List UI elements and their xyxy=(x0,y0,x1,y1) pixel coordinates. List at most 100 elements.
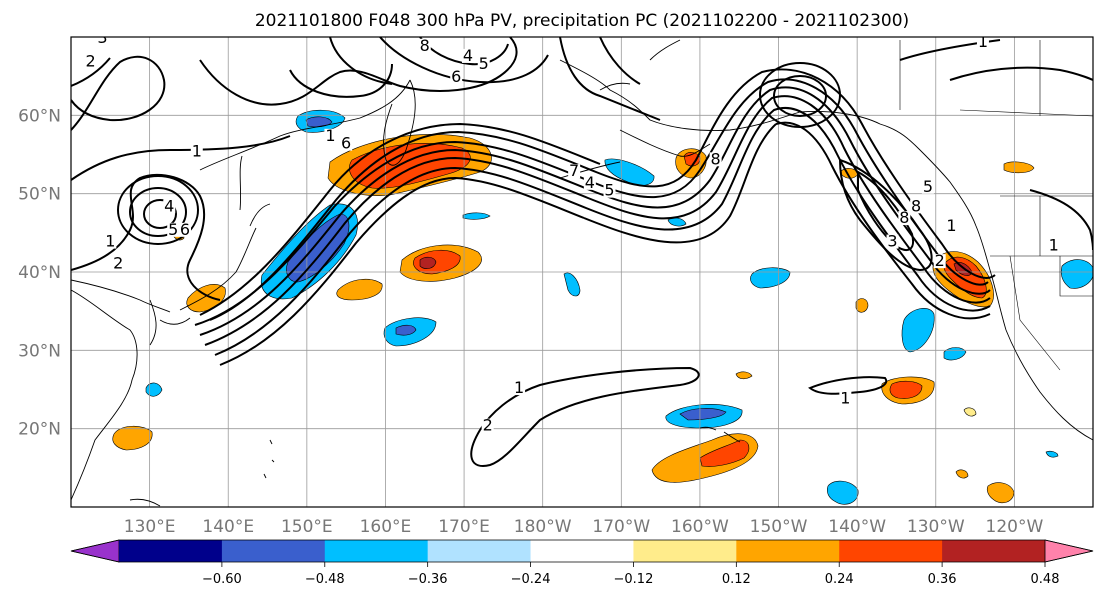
contour-label-bg xyxy=(324,128,337,143)
longitude-label: 170°E xyxy=(438,517,490,537)
contour-label: 7 xyxy=(569,161,579,180)
contour-label: 1 xyxy=(1049,236,1059,255)
precip-anomaly-positive xyxy=(112,425,153,451)
colorbar-label: −0.48 xyxy=(305,572,345,587)
contour-label: 5 xyxy=(479,54,489,73)
pv-contours xyxy=(71,37,1093,467)
longitude-label: 150°E xyxy=(281,517,333,537)
contour-label: 8 xyxy=(911,196,921,215)
precip-anomaly-negative xyxy=(305,116,333,128)
contour-label-bg xyxy=(477,56,490,71)
colorbar-label: 0.48 xyxy=(1031,572,1060,587)
contour-label: 6 xyxy=(451,67,461,86)
precip-anomaly-negative xyxy=(679,408,727,421)
colorbar-segment xyxy=(221,540,326,562)
longitude-labels: 130°E 140°E 150°E 160°E 170°E 180°W 170°W 160°W… xyxy=(124,517,1044,537)
longitude-label: 140°W xyxy=(828,517,886,537)
contour-label-bg xyxy=(84,54,97,69)
colorbar-segment xyxy=(324,540,429,562)
colorbar-segment xyxy=(633,540,737,562)
precip-anomaly-positive xyxy=(699,439,750,467)
precip-anomaly-negative xyxy=(1045,450,1059,458)
latitude-label: 40°N xyxy=(18,263,61,283)
contour-label: 1 xyxy=(514,378,524,397)
contour-label-bg xyxy=(583,175,596,190)
contour-label-bg xyxy=(513,381,526,396)
contour-label: 6 xyxy=(180,220,190,239)
contour-label-bg xyxy=(886,234,899,249)
contour-label: 3 xyxy=(887,232,897,251)
contour-label: 3 xyxy=(97,28,107,47)
precip-anomaly-positive xyxy=(336,278,383,301)
contour-label-bg xyxy=(839,391,852,406)
precip-anomaly-positive xyxy=(735,371,753,380)
contour-label: 8 xyxy=(899,208,909,227)
contour-label: 6 xyxy=(341,134,351,153)
contour-label-bg xyxy=(568,164,581,179)
latitude-label: 50°N xyxy=(18,185,61,205)
precip-anomaly-positive xyxy=(889,380,923,399)
contour-label: 1 xyxy=(105,232,115,251)
colorbar-segment xyxy=(942,540,1046,562)
longitude-label: 130°W xyxy=(907,517,965,537)
precip-anomaly-negative xyxy=(604,158,655,186)
contour-label-bg xyxy=(910,199,923,214)
precip-anomaly-negative xyxy=(563,272,581,297)
contour-label: 1 xyxy=(840,388,850,407)
map-title: 2021101800 F048 300 hPa PV, precipitatio… xyxy=(255,11,909,31)
contour-label-bg xyxy=(96,37,109,45)
contour-label-bg xyxy=(163,199,176,214)
contour-label: 8 xyxy=(711,149,721,168)
colorbar-segment xyxy=(839,540,943,562)
contour-label-bg xyxy=(933,254,946,269)
contour-label: 1 xyxy=(325,126,335,145)
contour-label-bg xyxy=(481,418,494,433)
longitude-label: 140°E xyxy=(202,517,254,537)
longitude-label: 170°W xyxy=(592,517,650,537)
colorbar-label: −0.24 xyxy=(511,572,551,587)
longitude-label: 160°W xyxy=(671,517,729,537)
precip-anomaly-negative xyxy=(826,480,859,505)
colorbar-label: 0.36 xyxy=(928,572,957,587)
contour-label-bg xyxy=(104,234,117,249)
contour-label-bg xyxy=(921,179,934,194)
precip-anomaly-negative xyxy=(1060,259,1093,289)
contour-label: 4 xyxy=(463,46,473,65)
contour-label: 5 xyxy=(923,177,933,196)
colorbar-label: −0.12 xyxy=(614,572,654,587)
contour-label: 2 xyxy=(86,51,96,70)
contour-label: 2 xyxy=(483,416,493,435)
colorbar-segment xyxy=(427,540,532,562)
contour-label-bg xyxy=(178,222,191,237)
colorbar-label: −0.36 xyxy=(408,572,448,587)
precip-anomaly-negative xyxy=(901,308,935,353)
contour-label-bg xyxy=(112,256,125,271)
precip-anomaly-positive xyxy=(963,407,977,417)
contour-label-bg xyxy=(976,37,989,49)
map-frame xyxy=(70,36,1094,508)
precip-anomaly-positive xyxy=(1003,161,1035,174)
colorbar-segment xyxy=(530,540,634,562)
colorbar-extend-low xyxy=(70,539,120,563)
precip-anomaly-positive xyxy=(855,298,869,313)
latitude-label: 60°N xyxy=(18,106,61,126)
longitude-label: 130°E xyxy=(124,517,176,537)
longitude-label: 150°W xyxy=(750,517,808,537)
contour-label-bg xyxy=(945,218,958,233)
latitude-label: 20°N xyxy=(18,420,61,440)
contour-label: 4 xyxy=(585,173,595,192)
contour-label-bg xyxy=(1047,238,1060,253)
contour-label-bg xyxy=(418,38,431,53)
colorbar-label: −0.60 xyxy=(202,572,242,587)
contour-label: 4 xyxy=(164,196,174,215)
longitude-label: 180°W xyxy=(514,517,572,537)
contour-label-bg xyxy=(167,222,180,237)
precip-anomaly-positive xyxy=(419,256,437,269)
colorbar-extend-high xyxy=(1044,539,1094,563)
precip-anomaly-negative xyxy=(750,267,791,289)
contour-label: 1 xyxy=(192,142,202,161)
colorbar-outline xyxy=(70,539,1094,563)
precip-anomaly-negative xyxy=(462,212,491,220)
